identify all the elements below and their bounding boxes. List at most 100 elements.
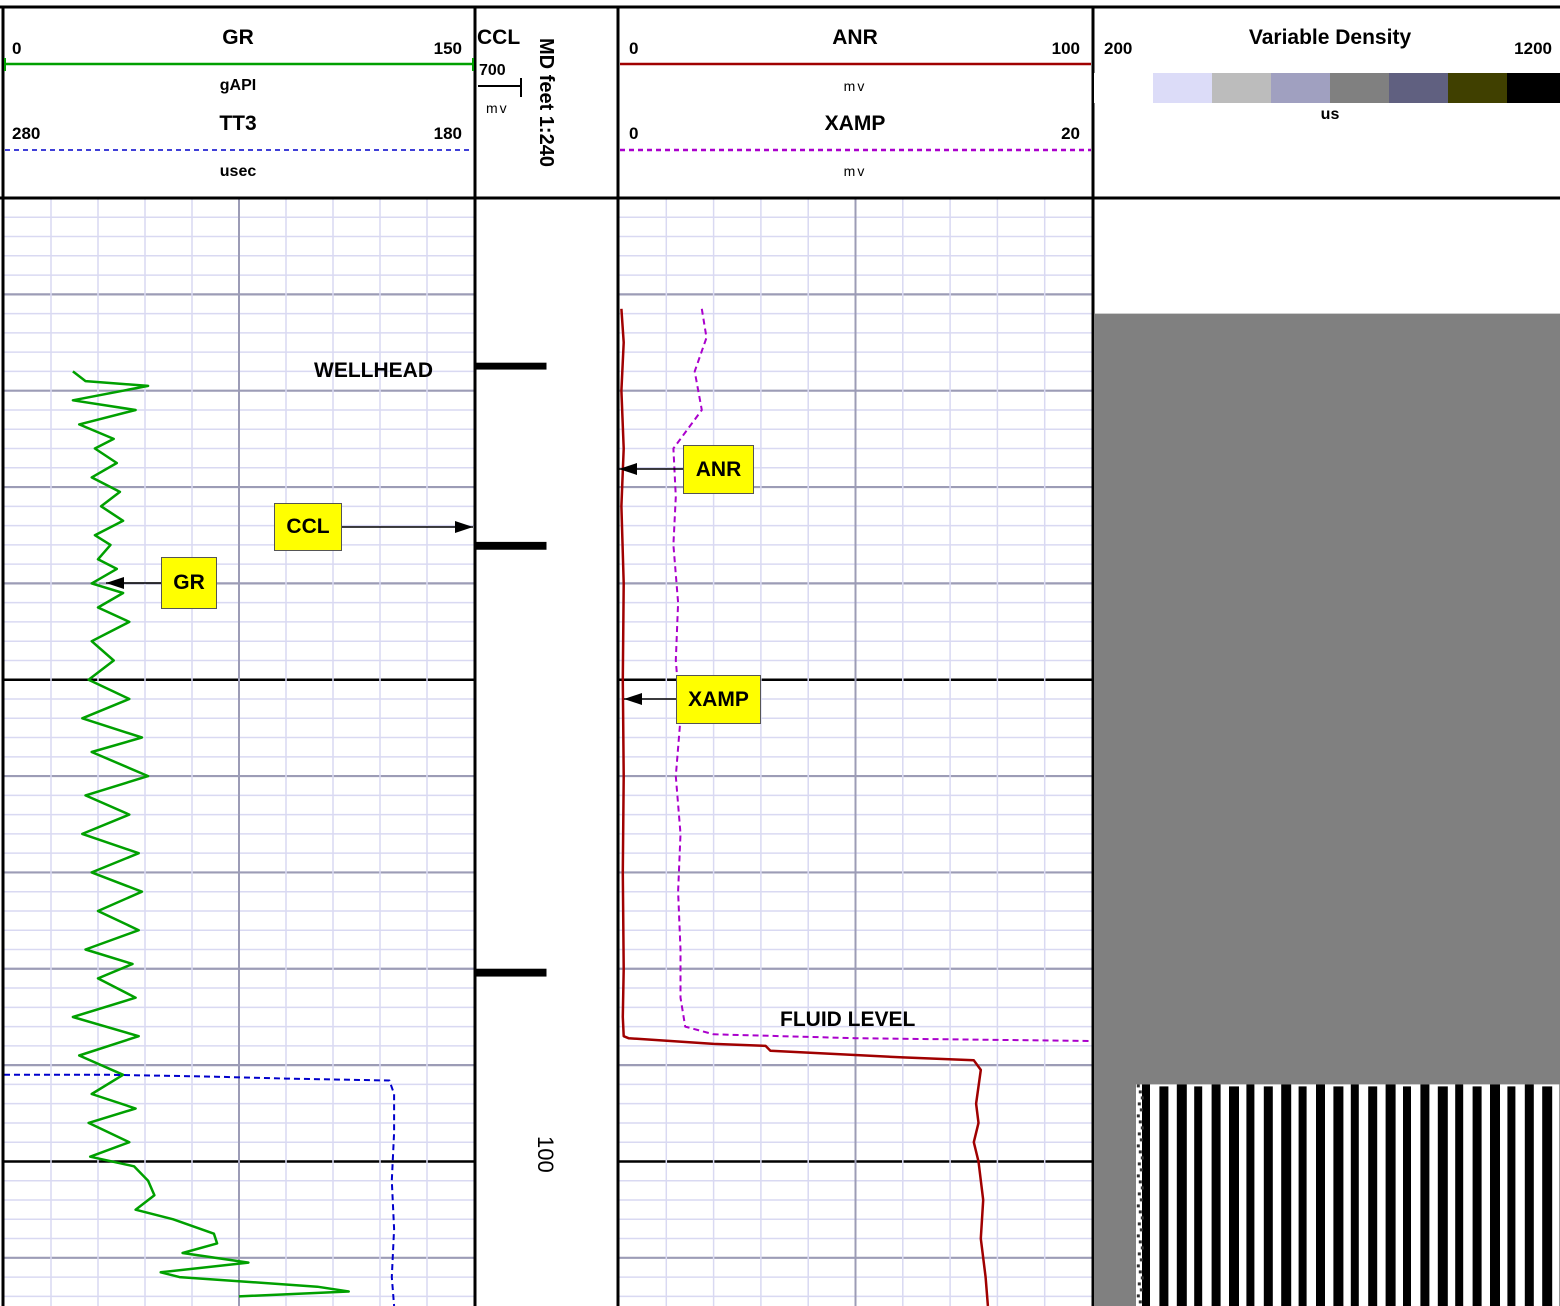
gr-curve [71,370,350,1298]
vdl-color-swatch [1330,73,1389,103]
vdl-signal-band [1316,1084,1325,1306]
vdl-signal-band [1368,1086,1378,1306]
ccl-scale-value: 700 [479,62,506,79]
vdl-signal-speckle [1137,1222,1141,1226]
vdl-signal-band [1472,1086,1482,1306]
vdl-signal-speckle [1136,1174,1140,1178]
vdl-signal-band [1194,1086,1203,1306]
vdl-signal-band [1159,1086,1169,1306]
vdl-signal-speckle [1136,1144,1140,1148]
vdl-signal-band [1403,1086,1411,1306]
anr-arrow-head [619,463,637,475]
vdl-signal-speckle [1138,1120,1142,1124]
vdl-color-swatch [1389,73,1448,103]
annotation-arrows [106,463,683,705]
xamp-arrow-head [624,693,642,705]
vdl-signal-speckle [1139,1138,1143,1142]
track-frames [0,5,1560,1306]
vdl-signal-band [1298,1086,1307,1306]
vdl-signal-speckle [1140,1096,1144,1100]
vdl-signal-speckle [1137,1132,1141,1136]
tt3-scale-left: 280 [12,124,41,143]
ccl-curve-tag: CCL [274,503,342,551]
vdl-signal-band [1142,1084,1150,1306]
vdl-signal-speckle [1139,1168,1143,1172]
vdl-scale-left: 200 [1104,39,1133,58]
vdl-color-swatch [1153,73,1212,103]
fluid-level-label: FLUID LEVEL [780,1008,916,1031]
vdl-color-swatch [1507,73,1560,103]
gr-scale-left: 0 [12,39,22,58]
ccl-collar-mark [476,541,547,550]
wellhead-label: WELLHEAD [314,359,433,382]
vdl-signal-speckle [1140,1126,1144,1130]
vdl-color-swatch [1448,73,1507,103]
vdl-signal-speckle [1139,1108,1143,1112]
vdl-signal-band [1542,1086,1553,1306]
vdl-signal-speckle [1140,1276,1144,1280]
ccl-collar-mark [476,362,547,370]
vdl-signal-band [1350,1084,1359,1306]
vdl-signal-band [1507,1086,1516,1306]
vdl-signal-background [1136,1084,1560,1306]
anr-curve [620,308,990,1306]
vdl-signal-band [1437,1086,1448,1306]
vdl-signal-speckle [1137,1282,1141,1286]
vdl-signal-speckle [1136,1294,1140,1298]
vdl-signal-speckle [1136,1114,1140,1118]
xamp-curve-tag: XAMP [676,675,761,724]
xamp-header-name: XAMP [824,112,886,135]
vdl-header-name: Variable Density [1248,26,1412,49]
ccl-header-name: CCL [477,26,521,49]
vdl-signal-speckle [1136,1234,1140,1238]
vdl-signal-speckle [1138,1270,1142,1274]
anr-curve-tag: ANR [683,445,754,494]
gr-curve-tag: GR [161,557,217,609]
ccl-unit: mv [486,100,509,116]
anr-scale-left: 0 [629,39,639,58]
vdl-color-swatch [1271,73,1330,103]
vdl-signal-band [1176,1084,1187,1306]
variable-density-image [1095,313,1560,1306]
tt3-header-name: TT3 [219,112,257,135]
vdl-signal-speckle [1137,1252,1141,1256]
gr-unit: gAPI [219,77,257,94]
vdl-signal-speckle [1136,1204,1140,1208]
anr-header-name: ANR [832,26,878,49]
vdl-color-swatch [1212,73,1271,103]
tt3-unit: usec [219,163,257,180]
vdl-signal-speckle [1139,1228,1143,1232]
gr-scale-right: 150 [433,39,462,58]
vdl-color-swatch [1094,73,1153,103]
anr-scale-right: 100 [1051,39,1080,58]
vdl-signal-band [1455,1084,1464,1306]
vdl-signal-speckle [1138,1180,1142,1184]
vdl-signal-speckle [1138,1300,1142,1304]
vdl-signal-speckle [1140,1186,1144,1190]
ccl-arrow-head [455,521,473,533]
depth-tick-100: 100 [533,1136,558,1173]
vdl-signal-band [1229,1086,1239,1306]
vdl-signal-speckle [1139,1198,1143,1202]
vdl-unit: us [1320,106,1340,123]
depth-axis-label: MD feet 1:240 [535,38,557,167]
vdl-signal-speckle [1140,1246,1144,1250]
gr-arrow-head [106,577,124,589]
vdl-signal-band [1385,1084,1396,1306]
vdl-signal-band [1211,1084,1221,1306]
vdl-signal-band [1420,1084,1430,1306]
vdl-signal-band [1246,1084,1255,1306]
vdl-signal-speckle [1136,1084,1140,1088]
vdl-signal-speckle [1139,1288,1143,1292]
grid [4,198,1092,1306]
vdl-signal-band [1490,1084,1500,1306]
vdl-signal-band [1263,1086,1273,1306]
tt3-scale-right: 180 [433,124,462,143]
vdl-signal-speckle [1140,1216,1144,1220]
vdl-signal-band [1524,1084,1534,1306]
vdl-signal-band [1333,1086,1344,1306]
vdl-signal-speckle [1139,1258,1143,1262]
vdl-signal-speckle [1138,1210,1142,1214]
gr-header-name: GR [222,26,254,49]
